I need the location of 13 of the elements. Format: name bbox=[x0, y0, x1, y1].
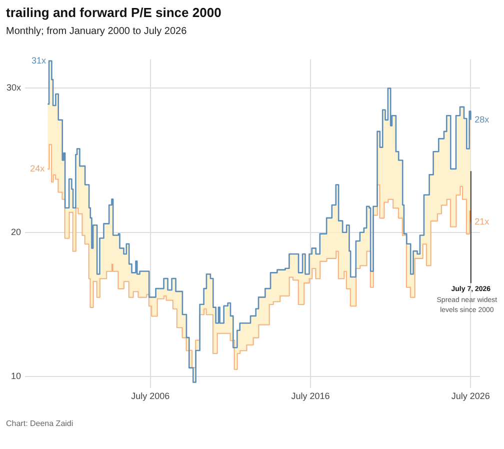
annotation: 21x bbox=[474, 216, 490, 227]
y-tick-label: 30x bbox=[6, 82, 22, 93]
annotation: 24x bbox=[30, 163, 46, 174]
chart-title: trailing and forward P/E since 2000 bbox=[6, 5, 222, 20]
y-tick-label: 20 bbox=[10, 226, 21, 237]
y-tick-label: 10 bbox=[10, 370, 21, 381]
x-tick-label: July 2026 bbox=[451, 390, 490, 401]
annotation: 28x bbox=[474, 114, 490, 124]
x-tick-label: July 2006 bbox=[131, 390, 170, 401]
annotation: 31x bbox=[32, 55, 47, 66]
chart-subtitle: Monthly; from January 2000 to July 2026 bbox=[6, 26, 187, 37]
text: Chart: Deena Zaidi bbox=[6, 418, 74, 430]
x-tick-label: July 2016 bbox=[291, 390, 330, 401]
